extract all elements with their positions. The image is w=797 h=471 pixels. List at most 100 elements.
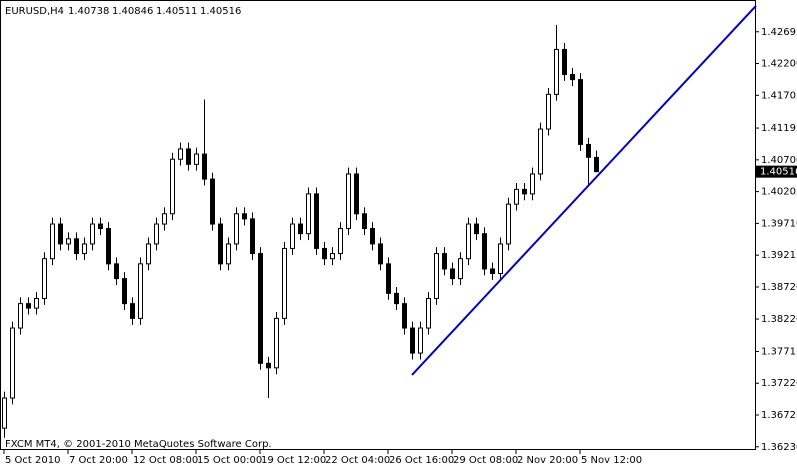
- candle-body: [338, 228, 343, 255]
- candle-body: [434, 253, 439, 300]
- candle-body: [10, 327, 15, 399]
- last-open: 1.40738: [68, 6, 109, 17]
- candle-body: [402, 303, 407, 329]
- x-tick-label: 7 Oct 20:00: [69, 455, 128, 466]
- candle-body: [290, 223, 295, 249]
- candle-body: [130, 303, 135, 319]
- last-high: 1.40846: [112, 6, 153, 17]
- header: EURUSD,H4 1.40738 1.40846 1.40511 1.4051…: [5, 6, 241, 17]
- trendline: [411, 5, 757, 376]
- x-tick-label: 5 Nov 12:00: [581, 455, 642, 466]
- x-tick-label: 26 Oct 16:00: [389, 455, 454, 466]
- candle-body: [34, 298, 39, 309]
- last-low: 1.40511: [156, 6, 197, 17]
- candle-body: [66, 238, 71, 245]
- y-tick-label: 1.40700: [761, 155, 797, 166]
- candle-body: [210, 178, 215, 225]
- candle-body: [274, 317, 279, 369]
- y-tick-label: 1.39215: [761, 250, 797, 261]
- symbol: EURUSD,H4: [5, 6, 64, 17]
- candle-body: [322, 247, 327, 260]
- y-tick-label: 1.42695: [761, 27, 797, 38]
- candle-body: [42, 258, 47, 300]
- candle-body: [570, 73, 575, 81]
- candle-body: [538, 128, 543, 175]
- x-tick-label: 12 Oct 08:00: [133, 455, 198, 466]
- candle-body: [530, 173, 535, 195]
- y-tick-label: 1.38720: [761, 282, 797, 293]
- y-tick-label: 1.42200: [761, 59, 797, 70]
- y-tick-label: 1.40205: [761, 187, 797, 198]
- y-tick-label: 1.38220: [761, 314, 797, 325]
- candle-body: [554, 48, 559, 95]
- candle-body: [162, 213, 167, 225]
- candle-body: [418, 327, 423, 354]
- candle-body: [218, 223, 223, 265]
- candle-body: [122, 278, 127, 305]
- candle-body: [82, 243, 87, 255]
- candle-body: [458, 258, 463, 280]
- candle-body: [546, 93, 551, 130]
- candle-body: [186, 148, 191, 165]
- x-tick-label: 2 Nov 20:00: [517, 455, 578, 466]
- candle-body: [26, 303, 31, 309]
- candle-body: [98, 223, 103, 230]
- price-marker: [756, 165, 797, 178]
- candle-body: [378, 243, 383, 265]
- candle-body: [466, 223, 471, 260]
- y-tick-label: 1.39710: [761, 218, 797, 229]
- candle-body: [154, 223, 159, 245]
- candle-body: [194, 153, 199, 165]
- candle-body: [394, 292, 399, 305]
- x-tick-label: 19 Oct 12:00: [261, 455, 326, 466]
- candle-body: [514, 188, 519, 205]
- y-tick-label: 1.41195: [761, 123, 797, 134]
- candle-body: [386, 263, 391, 294]
- candle-body: [482, 233, 487, 270]
- candle-body: [362, 213, 367, 230]
- candle-body: [578, 79, 583, 145]
- x-tick-label: 22 Oct 04:00: [325, 455, 390, 466]
- candle-body: [50, 223, 55, 260]
- candle-body: [282, 247, 287, 319]
- candle-body: [226, 243, 231, 265]
- candle-body: [562, 48, 567, 75]
- candle-body: [266, 362, 271, 369]
- candle-body: [506, 203, 511, 245]
- candle-body: [498, 243, 503, 274]
- candle-body: [474, 223, 479, 235]
- candle-body: [354, 173, 359, 215]
- candle-body: [250, 218, 255, 255]
- y-tick-label: 1.36725: [761, 410, 797, 421]
- candle-body: [170, 158, 175, 215]
- candle-body: [314, 193, 319, 249]
- candle-body: [298, 223, 303, 235]
- y-tick-label: 1.41705: [761, 90, 797, 101]
- candle-body: [178, 148, 183, 160]
- candle-body: [58, 223, 63, 245]
- candle-body: [234, 213, 239, 245]
- candle-body: [18, 303, 23, 329]
- candle-body: [522, 188, 527, 195]
- candle-body: [90, 223, 95, 245]
- candle-body: [346, 173, 351, 230]
- candle-body: [2, 397, 7, 429]
- x-tick-label: 15 Oct 00:00: [197, 455, 262, 466]
- y-tick-label: 1.37220: [761, 378, 797, 389]
- price-marker-label: 1.40516: [760, 167, 797, 178]
- candle-body: [306, 193, 311, 235]
- candle-body: [450, 268, 455, 280]
- candle-body: [146, 243, 151, 265]
- footer: FXCM MT4, © 2001-2010 MetaQuotes Softwar…: [5, 439, 272, 450]
- candle-body: [442, 253, 447, 270]
- candle-body: [114, 263, 119, 280]
- x-tick-label: 29 Oct 08:00: [453, 455, 518, 466]
- candle-body: [330, 253, 335, 260]
- candle-body: [370, 228, 375, 245]
- y-tick-label: 1.37715: [761, 346, 797, 357]
- x-tick-label: 5 Oct 2010: [5, 455, 60, 466]
- candle-body: [138, 263, 143, 319]
- last-close: 1.40516: [200, 6, 241, 17]
- candle-body: [410, 327, 415, 354]
